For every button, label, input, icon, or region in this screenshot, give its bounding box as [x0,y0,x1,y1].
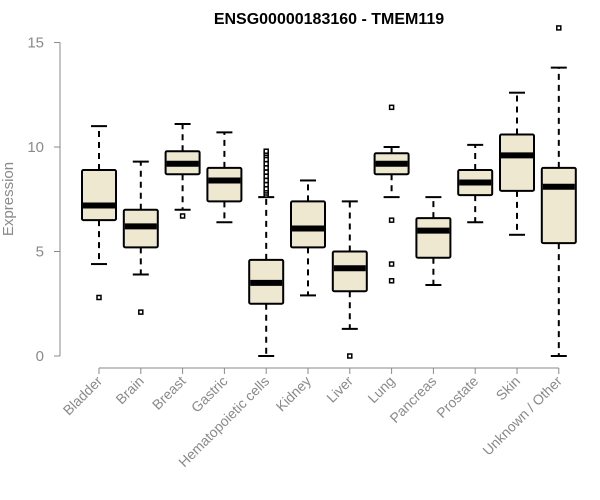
box-liver [331,200,368,359]
box-pancreas [415,196,452,286]
outlier-point [263,169,269,175]
y-tick-label: 5 [36,244,44,261]
box-hematopoietic-cells [248,148,285,357]
box-prostate [457,143,494,224]
box-iqr [499,133,535,192]
box-unknown-other [540,25,577,357]
outlier-point [263,177,269,184]
box-gastric [206,131,243,224]
x-category-label: Unknown / Other [479,373,565,459]
outlier-point [388,104,395,111]
outlier-point [179,213,186,219]
box-kidney [290,179,326,297]
x-category-label: Brain [112,373,146,407]
x-category-label: Lung [364,373,397,406]
y-axis-label: Expression [0,162,17,236]
outlier-point [138,309,144,315]
outlier-point [263,186,269,192]
outlier-point [263,160,269,167]
x-category-label: Skin [493,373,524,404]
outlier-point [263,148,269,154]
box-breast [164,123,201,219]
outlier-point [263,173,269,180]
box-skin [499,91,535,236]
outlier-point [96,294,102,301]
y-tick-label: 15 [27,35,44,52]
outlier-point [263,181,269,188]
box-iqr [331,250,368,293]
box-brain [122,160,159,315]
outlier-point [263,165,269,171]
box-series [81,25,577,359]
y-axis: 0 5 10 15 [27,35,61,365]
box-iqr [290,200,326,249]
outlier-point [388,261,395,267]
x-category-label: Kidney [273,373,315,415]
y-tick-label: 10 [27,139,44,156]
box-lung [373,104,410,284]
outlier-point [388,217,395,223]
outlier-point [263,156,269,163]
box-iqr [81,169,117,222]
chart-title: ENSG00000183160 - TMEM119 [214,11,444,28]
box-bladder [81,125,117,301]
box-iqr [206,166,243,203]
x-category-label: Breast [149,373,189,413]
outlier-point [388,278,395,284]
outlier-point [556,25,562,31]
outlier-point [347,353,353,359]
box-iqr [415,217,452,259]
x-category-label: Prostate [433,373,481,421]
x-category-label: Liver [323,373,356,406]
box-iqr [540,166,577,245]
x-category-label: Bladder [60,373,106,419]
y-tick-label: 0 [36,348,44,365]
